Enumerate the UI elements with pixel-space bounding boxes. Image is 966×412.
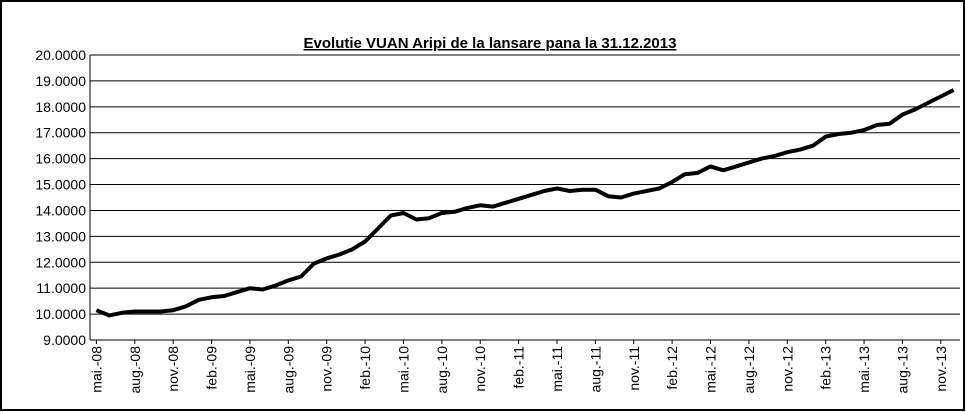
x-tick-label: mai.-10 bbox=[395, 346, 411, 393]
x-tick-label: aug.-09 bbox=[280, 346, 296, 394]
x-tick-label: aug.-10 bbox=[434, 346, 450, 394]
y-tick-label: 10.0000 bbox=[35, 306, 86, 322]
x-tick-label: mai.-13 bbox=[856, 346, 872, 393]
x-tick-label: feb.-13 bbox=[818, 346, 834, 390]
x-tick-label: aug.-11 bbox=[587, 346, 603, 393]
x-tick-label: nov.-11 bbox=[626, 346, 642, 391]
y-tick-label: 15.0000 bbox=[35, 177, 86, 193]
x-tick-label: nov.-13 bbox=[933, 346, 949, 392]
x-tick-label: nov.-10 bbox=[472, 346, 488, 392]
y-tick-label: 16.0000 bbox=[35, 151, 86, 167]
line-series bbox=[95, 88, 955, 318]
x-tick-label: aug.-12 bbox=[741, 346, 757, 394]
x-tick-label: feb.-12 bbox=[664, 346, 680, 390]
y-tick-label: 11.0000 bbox=[36, 280, 86, 296]
y-tick-label: 18.0000 bbox=[35, 99, 86, 115]
y-tick-label: 12.0000 bbox=[35, 254, 86, 270]
y-tick-label: 14.0000 bbox=[35, 202, 86, 218]
x-tick-label: aug.-13 bbox=[894, 346, 910, 394]
x-tick-label: mai.-09 bbox=[242, 346, 258, 393]
y-tick-label: 20.0000 bbox=[35, 47, 86, 63]
x-tick-label: mai.-12 bbox=[703, 346, 719, 393]
x-tick-label: feb.-09 bbox=[204, 346, 220, 390]
x-tick-label: nov.-08 bbox=[165, 346, 181, 392]
x-tick-label: mai.-08 bbox=[88, 346, 104, 393]
x-tick-label: feb.-10 bbox=[357, 346, 373, 390]
y-tick-label: 19.0000 bbox=[35, 73, 86, 89]
x-tick-label: aug.-08 bbox=[127, 346, 143, 394]
x-tick-label: nov.-12 bbox=[779, 346, 795, 392]
x-tick-label: mai.-11 bbox=[549, 346, 565, 392]
y-tick-label: 9.0000 bbox=[43, 332, 86, 348]
x-tick-label: feb.-11 bbox=[511, 346, 527, 389]
y-tick-label: 13.0000 bbox=[35, 228, 86, 244]
x-tick-label: nov.-09 bbox=[319, 346, 335, 392]
y-tick-label: 17.0000 bbox=[35, 125, 86, 141]
chart-title: Evolutie VUAN Aripi de la lansare pana l… bbox=[304, 35, 677, 52]
